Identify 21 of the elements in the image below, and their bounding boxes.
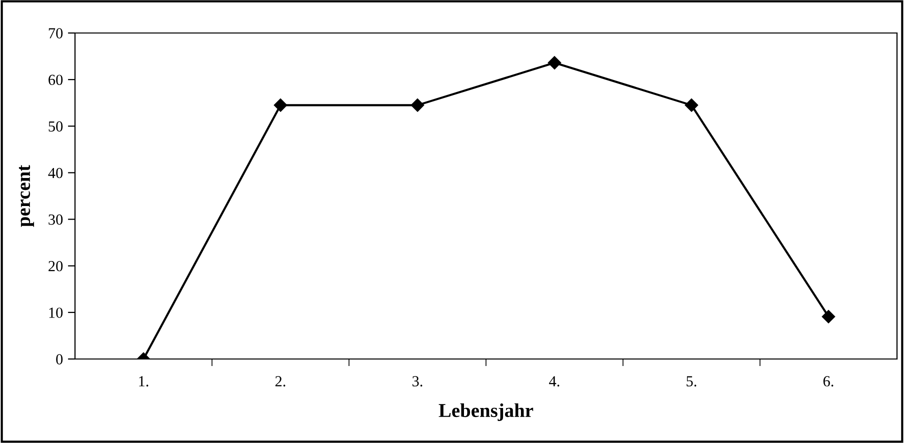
point	[684, 98, 698, 112]
point	[274, 98, 288, 112]
y-axis-title: percent	[18, 164, 34, 227]
y-tick-label: 50	[48, 121, 63, 132]
y-tick-label: 0	[56, 354, 63, 364]
x-tick-label: 1.	[139, 376, 148, 386]
point	[410, 98, 424, 112]
y-tick-label: 30	[48, 214, 63, 225]
x-tick-label: 3.	[412, 376, 422, 386]
point	[548, 56, 562, 70]
x-tick-label: 6.	[823, 376, 834, 386]
x-tick-label: 4.	[549, 376, 560, 386]
y-tick-label: 60	[48, 74, 63, 86]
y-tick-label: 40	[48, 168, 63, 178]
y-tick-label: 70	[48, 28, 63, 38]
point	[822, 310, 836, 324]
y-tick-label: 10	[49, 308, 63, 318]
x-tick-label: 5.	[686, 376, 696, 386]
x-axis-title: Lebensjahr	[438, 403, 534, 422]
y-tick-label: 20	[48, 261, 63, 272]
x-tick-label: 2.	[275, 376, 286, 386]
